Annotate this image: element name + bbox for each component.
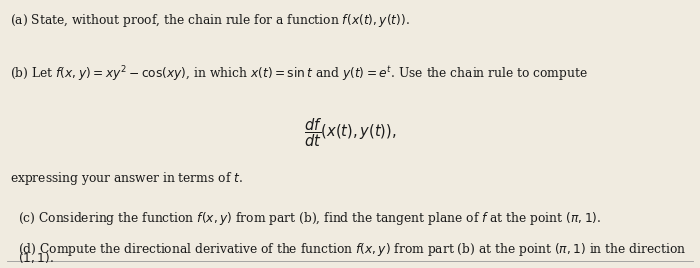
Text: (c) Considering the function $f(x, y)$ from part (b), find the tangent plane of : (c) Considering the function $f(x, y)$ f… <box>18 210 601 227</box>
Text: $(1, 1)$.: $(1, 1)$. <box>18 250 54 265</box>
Text: (a) State, without proof, the chain rule for a function $f(x(t), y(t))$.: (a) State, without proof, the chain rule… <box>10 12 411 29</box>
Text: expressing your answer in terms of $t$.: expressing your answer in terms of $t$. <box>10 170 244 187</box>
Text: $\dfrac{df}{dt}(x(t), y(t)),$: $\dfrac{df}{dt}(x(t), y(t)),$ <box>304 117 396 149</box>
Text: (d) Compute the directional derivative of the function $f(x, y)$ from part (b) a: (d) Compute the directional derivative o… <box>18 241 686 258</box>
Text: (b) Let $f(x, y) = xy^2 - \cos(xy)$, in which $x(t) = \sin t$ and $y(t) = e^t$. : (b) Let $f(x, y) = xy^2 - \cos(xy)$, in … <box>10 64 589 84</box>
